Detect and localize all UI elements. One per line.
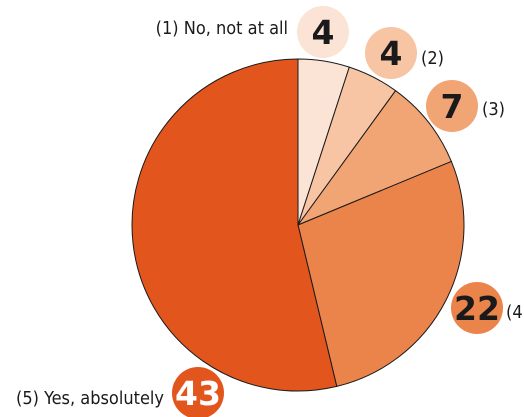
category-label-2: (2): [421, 48, 444, 69]
pie-slice-3: [296, 90, 453, 227]
value-label-5: 43: [175, 374, 221, 413]
value-bubble-4: [451, 282, 503, 334]
value-bubble-1: [297, 6, 349, 58]
value-bubble-2: [365, 27, 417, 79]
value-label-3: 7: [441, 87, 464, 126]
pie-slice-5: [131, 58, 338, 392]
value-label-2: 4: [380, 34, 403, 73]
value-bubble-3: [426, 80, 478, 132]
pie-slice-4: [297, 160, 465, 388]
category-label-4: (4): [506, 302, 524, 323]
value-label-1: 4: [312, 13, 335, 52]
category-label-1: (1) No, not at all: [156, 18, 288, 39]
value-label-4: 22: [454, 289, 500, 328]
category-label-3: (3): [482, 99, 505, 120]
category-label-5: (5) Yes, absolutely: [16, 388, 164, 409]
value-bubble-5: [172, 367, 224, 417]
